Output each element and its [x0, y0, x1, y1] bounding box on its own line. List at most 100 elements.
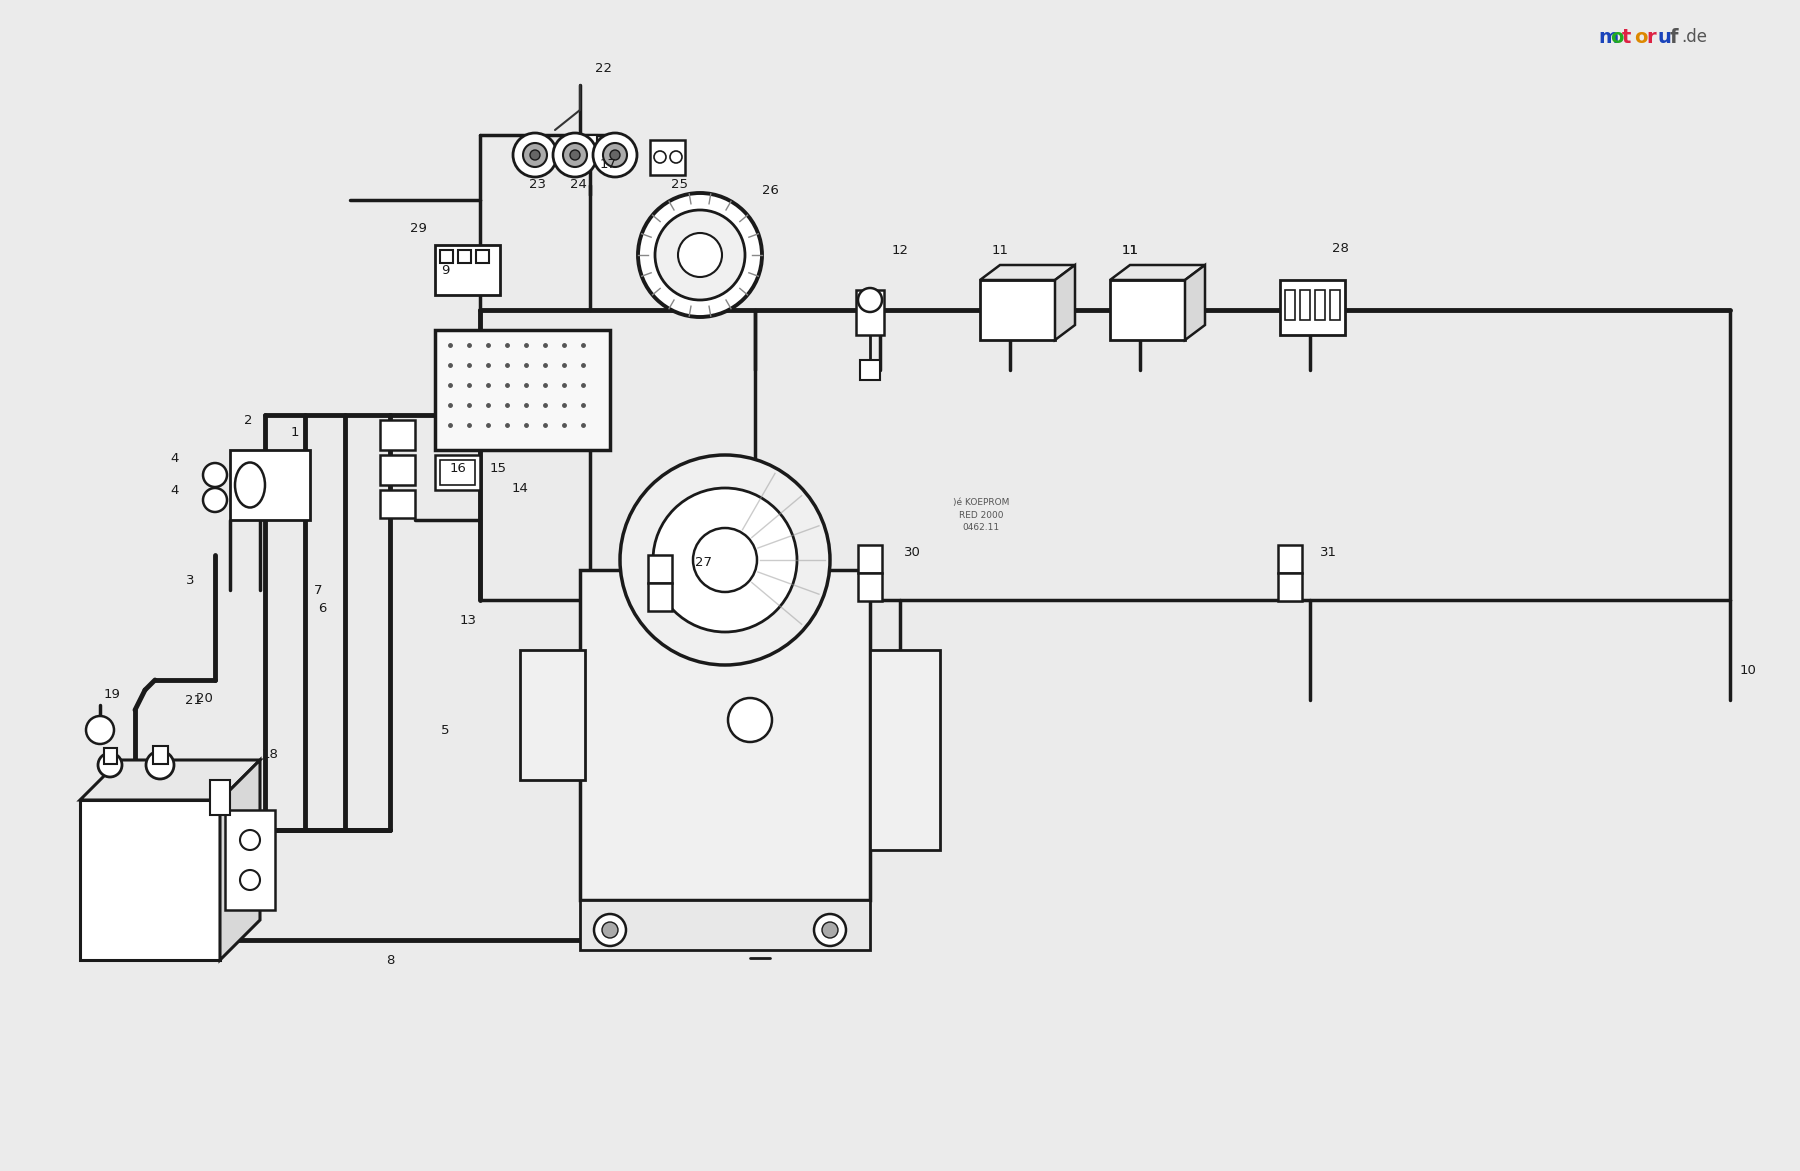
Circle shape [859, 288, 882, 311]
Circle shape [603, 143, 626, 167]
Circle shape [239, 830, 259, 850]
Text: )é KOEPROM
RED 2000
0462.11: )é KOEPROM RED 2000 0462.11 [952, 498, 1010, 533]
Bar [1316, 290, 1325, 320]
Text: 24: 24 [569, 178, 587, 192]
Text: 26: 26 [761, 184, 778, 197]
Text: 23: 23 [529, 178, 545, 192]
Circle shape [571, 150, 580, 160]
Bar [380, 420, 416, 450]
Bar [869, 650, 940, 850]
Polygon shape [979, 265, 1075, 280]
Text: 18: 18 [261, 748, 279, 761]
Circle shape [693, 528, 758, 593]
Bar [1278, 573, 1301, 601]
Circle shape [203, 488, 227, 512]
Text: 11: 11 [1121, 244, 1138, 256]
Text: 6: 6 [319, 602, 326, 615]
Circle shape [653, 488, 797, 632]
Circle shape [679, 233, 722, 278]
Bar [1278, 545, 1301, 573]
Bar [436, 245, 500, 295]
Bar [859, 573, 882, 601]
Text: 20: 20 [196, 692, 212, 705]
Bar [79, 800, 220, 960]
Circle shape [203, 463, 227, 487]
Bar [1330, 290, 1339, 320]
Polygon shape [1184, 265, 1204, 340]
Bar [979, 280, 1055, 340]
Text: 13: 13 [459, 614, 477, 626]
Text: 12: 12 [891, 244, 909, 256]
Circle shape [513, 133, 556, 177]
Text: 21: 21 [184, 693, 202, 706]
Text: 4: 4 [171, 484, 180, 497]
Circle shape [553, 133, 598, 177]
Bar [439, 249, 454, 263]
Circle shape [529, 150, 540, 160]
Circle shape [592, 133, 637, 177]
Circle shape [86, 715, 113, 744]
Ellipse shape [236, 463, 265, 507]
Bar [380, 456, 416, 485]
Bar [650, 141, 686, 174]
Circle shape [727, 698, 772, 742]
Circle shape [97, 753, 122, 778]
Text: 27: 27 [695, 556, 711, 569]
Text: 3: 3 [185, 574, 194, 587]
Polygon shape [1111, 265, 1204, 280]
Bar [580, 570, 869, 900]
Text: 30: 30 [904, 547, 920, 560]
Bar [860, 359, 880, 381]
Bar [439, 460, 475, 485]
Text: 8: 8 [385, 953, 394, 966]
Text: u: u [1658, 28, 1672, 47]
Circle shape [563, 143, 587, 167]
Bar [225, 810, 275, 910]
Circle shape [814, 915, 846, 946]
Text: 11: 11 [992, 244, 1008, 256]
Circle shape [239, 870, 259, 890]
Bar [380, 489, 416, 518]
Text: 16: 16 [450, 461, 466, 474]
Text: o: o [1611, 28, 1624, 47]
Text: 4: 4 [171, 452, 180, 465]
Text: 15: 15 [490, 461, 506, 474]
Text: 28: 28 [1332, 241, 1348, 254]
Text: o: o [1634, 28, 1647, 47]
Circle shape [619, 456, 830, 665]
Bar [1111, 280, 1184, 340]
Text: 10: 10 [1739, 664, 1757, 677]
Circle shape [670, 151, 682, 163]
Text: 7: 7 [313, 583, 322, 596]
Polygon shape [1055, 265, 1075, 340]
Bar [1280, 280, 1345, 335]
Circle shape [637, 193, 761, 317]
Bar [104, 748, 117, 763]
Text: 2: 2 [243, 413, 252, 426]
Polygon shape [220, 760, 259, 960]
Bar [648, 555, 671, 583]
Text: f: f [1670, 28, 1678, 47]
Circle shape [146, 751, 175, 779]
Bar [153, 746, 167, 763]
Polygon shape [79, 760, 259, 800]
Text: 9: 9 [441, 263, 450, 276]
Text: t: t [1622, 28, 1631, 47]
Circle shape [594, 915, 626, 946]
Text: 29: 29 [410, 221, 427, 234]
Bar [857, 290, 884, 335]
Bar [648, 583, 671, 611]
Bar [211, 780, 230, 815]
Circle shape [823, 922, 839, 938]
Bar [436, 330, 610, 450]
Bar [580, 900, 869, 950]
Circle shape [610, 150, 619, 160]
Bar [230, 450, 310, 520]
Text: m: m [1598, 28, 1618, 47]
Circle shape [653, 151, 666, 163]
Bar [859, 545, 882, 573]
Bar [583, 135, 598, 148]
Bar [1285, 290, 1294, 320]
Circle shape [524, 143, 547, 167]
Circle shape [601, 922, 617, 938]
